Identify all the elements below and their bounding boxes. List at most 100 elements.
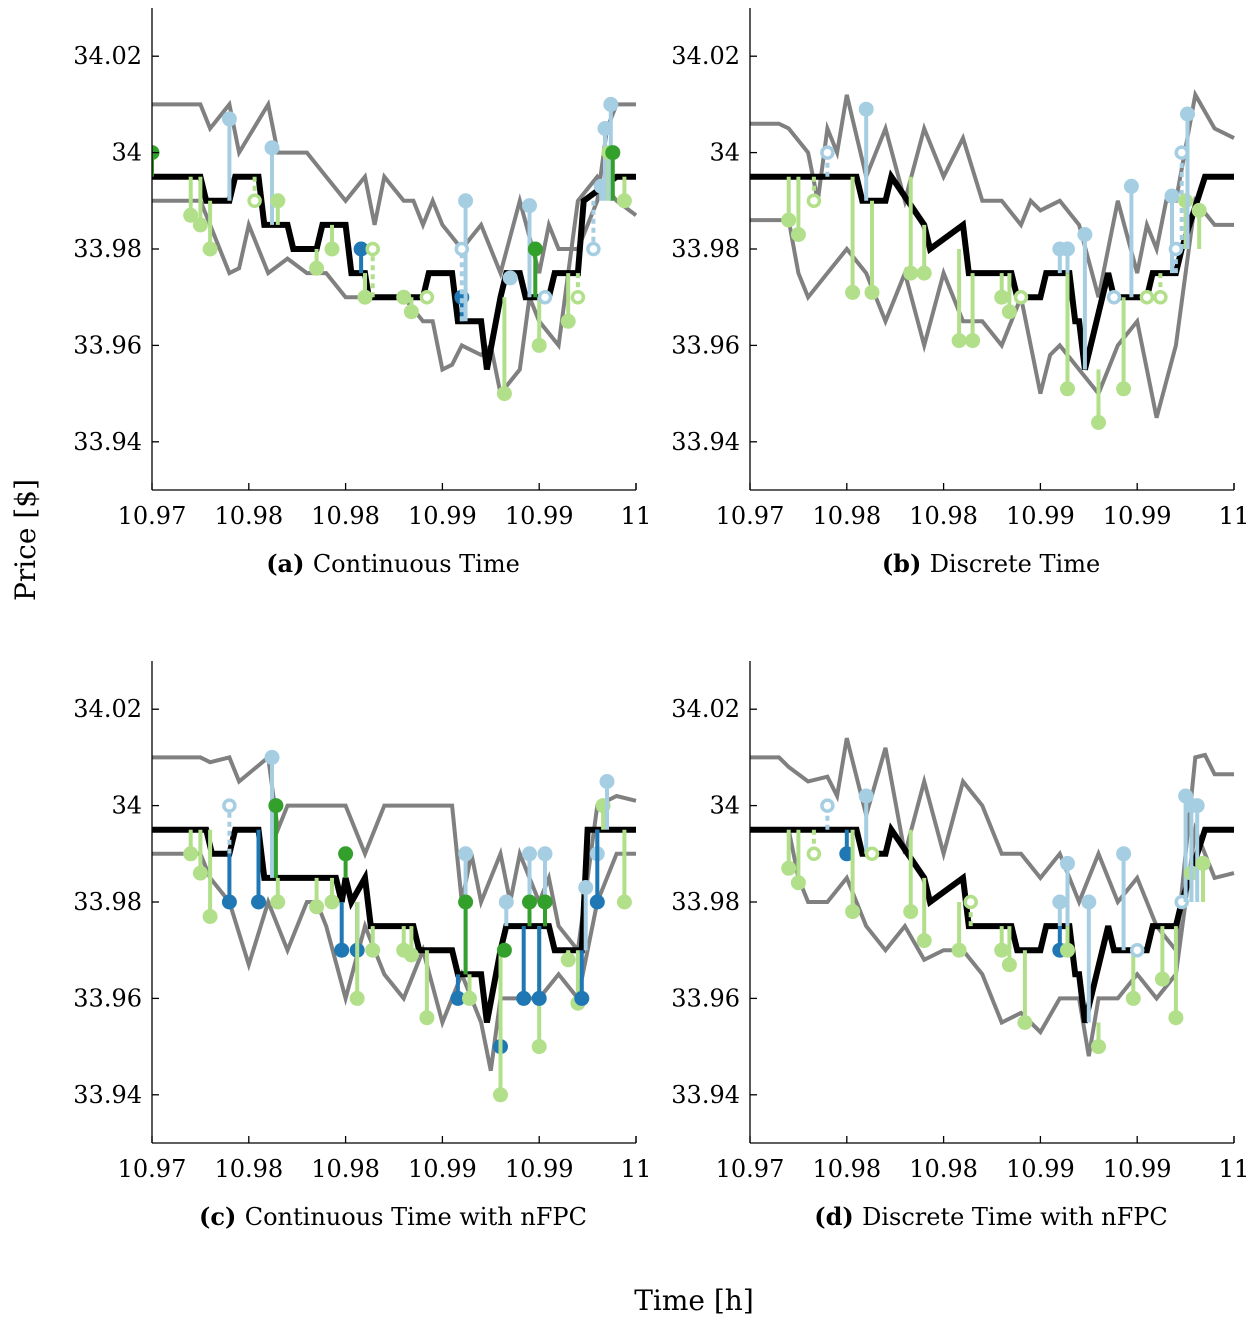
- order-marker: [192, 217, 208, 233]
- x-tick-label: 11: [1219, 502, 1250, 530]
- order-marker: [537, 846, 553, 862]
- order-marker: [560, 313, 576, 329]
- order-marker: [183, 846, 199, 862]
- order-marker-open: [222, 798, 237, 813]
- x-tick-label: 11: [621, 1155, 652, 1183]
- order-marker-open: [247, 193, 262, 209]
- plot-area: [750, 89, 1235, 430]
- order-marker: [864, 284, 880, 300]
- y-tick-label: 33.94: [73, 1081, 142, 1109]
- y-tick-label: 34.02: [73, 695, 142, 723]
- order-marker: [1017, 1015, 1033, 1030]
- x-tick-label: 10.99: [408, 502, 477, 530]
- order-marker: [309, 899, 325, 915]
- y-tick-label: 33.94: [671, 428, 740, 456]
- order-marker: [531, 990, 547, 1006]
- order-marker-open: [1013, 289, 1029, 305]
- y-tick-label: 34: [709, 139, 740, 167]
- order-marker: [357, 289, 373, 305]
- series-line-mid: [152, 173, 636, 371]
- order-marker: [522, 846, 537, 862]
- series-line-upper: [152, 753, 637, 956]
- order-marker: [1154, 971, 1170, 987]
- series-line-upper: [750, 737, 1234, 956]
- order-marker: [270, 193, 286, 209]
- order-marker: [903, 265, 919, 281]
- y-tick-label: 34.02: [671, 695, 740, 723]
- series-line-upper: [152, 98, 636, 280]
- order-marker: [365, 942, 381, 958]
- order-marker: [268, 798, 284, 814]
- order-marker: [202, 241, 218, 257]
- order-marker: [781, 860, 797, 876]
- order-marker: [1091, 415, 1106, 430]
- order-marker: [334, 942, 350, 958]
- order-marker: [616, 193, 632, 209]
- x-tick-label: 10.97: [716, 1155, 785, 1183]
- order-marker: [183, 207, 199, 223]
- x-tick-label: 10.97: [118, 1155, 187, 1183]
- order-marker: [1123, 178, 1139, 194]
- chart-panel-b: 34.02 34 33.98 33.96 33.94 10.97 10.98 10.98 10.…: [671, 8, 1249, 578]
- caption-text: Discrete Time with nFPC: [862, 1203, 1168, 1231]
- order-marker: [251, 894, 266, 910]
- plot-area: [152, 96, 638, 402]
- order-marker: [1052, 894, 1068, 910]
- x-tick-label: 10.98: [214, 502, 283, 530]
- order-marker: [450, 990, 466, 1006]
- order-marker: [1060, 942, 1075, 958]
- y-tick-label: 33.98: [73, 235, 142, 263]
- order-marker: [270, 894, 286, 910]
- x-tick-label: 10.97: [716, 502, 785, 530]
- series-line-lower: [750, 821, 1235, 1057]
- order-marker: [1195, 855, 1211, 871]
- caption-text: Continuous Time with nFPC: [245, 1203, 587, 1231]
- subfigure-caption: (c) Continuous Time with nFPC: [199, 1202, 587, 1231]
- x-tick-label: 10.98: [311, 502, 380, 530]
- order-marker: [496, 942, 512, 958]
- x-tick-label: 11: [621, 502, 652, 530]
- subfigure-caption: (b) Discrete Time: [882, 549, 1100, 578]
- order-marker: [396, 289, 412, 305]
- order-marker: [605, 145, 621, 161]
- x-tick-label: 10.99: [1006, 1155, 1075, 1183]
- order-marker: [338, 846, 354, 862]
- order-marker: [578, 880, 594, 895]
- order-marker: [324, 241, 340, 257]
- order-marker-open: [820, 145, 835, 160]
- order-marker: [951, 333, 967, 349]
- order-marker-open: [454, 241, 470, 257]
- order-marker-open: [864, 846, 880, 862]
- x-tick-label: 10.98: [311, 1155, 380, 1183]
- series-line-mid: [152, 826, 636, 1024]
- order-marker: [502, 270, 518, 286]
- order-marker: [1168, 1010, 1184, 1026]
- order-marker: [458, 193, 474, 209]
- chart-panel-a: 34.02 34 33.98 33.96 33.94 10.97 10.98 10.98 10.…: [73, 8, 651, 578]
- plot-area: [152, 749, 637, 1103]
- x-tick-label: 11: [621, 502, 652, 530]
- y-tick-label: 33.98: [671, 888, 740, 916]
- order-marker: [309, 260, 325, 276]
- order-marker: [1060, 855, 1075, 871]
- y-tick-label: 33.94: [73, 428, 142, 456]
- order-marker: [419, 1010, 435, 1026]
- order-marker: [527, 241, 543, 257]
- caption-text: Continuous Time: [313, 550, 520, 578]
- order-marker: [458, 846, 474, 862]
- y-tick-label: 33.98: [671, 235, 740, 263]
- order-marker: [221, 111, 237, 127]
- order-marker: [603, 96, 619, 112]
- y-tick-label: 34: [111, 139, 142, 167]
- order-marker: [1116, 846, 1132, 862]
- order-marker: [1060, 241, 1075, 257]
- y-tick-label: 34.02: [73, 42, 142, 70]
- order-marker: [597, 121, 613, 136]
- order-marker: [781, 212, 797, 228]
- series-line-lower: [750, 195, 1234, 419]
- order-marker-open: [963, 894, 978, 910]
- order-marker: [994, 942, 1010, 958]
- x-tick-label: 10.98: [909, 1155, 978, 1183]
- order-marker: [574, 990, 590, 1006]
- order-marker: [531, 1039, 547, 1055]
